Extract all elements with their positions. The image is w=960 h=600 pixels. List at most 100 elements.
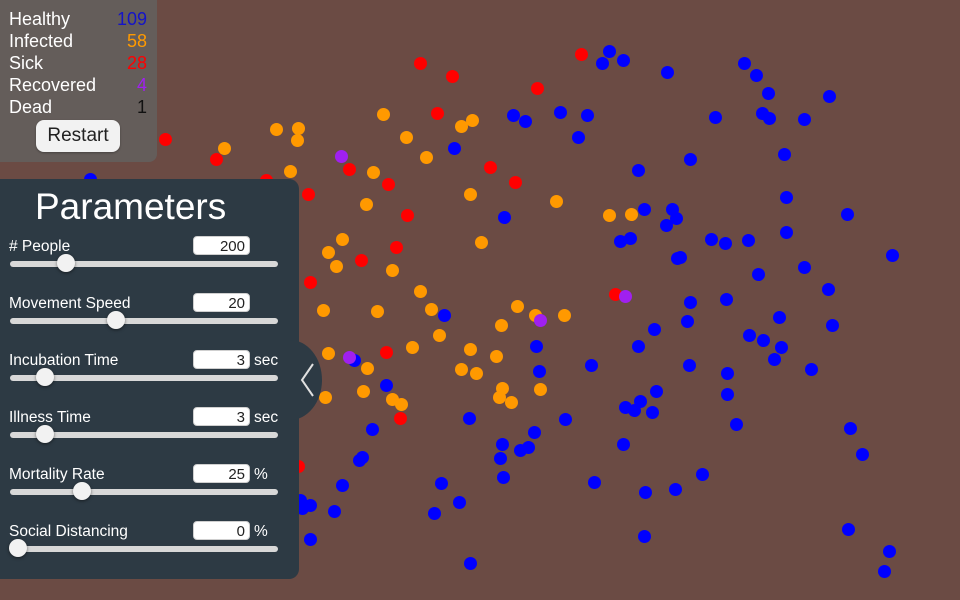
parameters-title: Parameters xyxy=(35,186,227,227)
stat-row-healthy: Healthy 109 xyxy=(9,8,147,30)
illness-time-input[interactable]: 3 xyxy=(193,407,250,426)
sick-person-dot xyxy=(389,240,403,254)
param-unit: % xyxy=(254,466,268,483)
sick-person-dot xyxy=(430,106,444,120)
healthy-person-dot xyxy=(352,453,366,467)
healthy-person-dot xyxy=(497,210,511,224)
param-people: # People 200 xyxy=(0,236,299,294)
people-input[interactable]: 200 xyxy=(193,236,250,255)
stat-value: 1 xyxy=(136,97,147,117)
infected-person-dot xyxy=(424,302,438,316)
social-distancing-input[interactable]: 0 xyxy=(193,521,250,540)
infected-person-dot xyxy=(510,299,524,313)
healthy-person-dot xyxy=(529,339,543,353)
movement-speed-slider-thumb[interactable] xyxy=(106,311,125,329)
healthy-person-dot xyxy=(303,532,317,546)
healthy-person-dot xyxy=(843,421,857,435)
social-distancing-slider-thumb[interactable] xyxy=(9,539,28,557)
param-mortality-rate: Mortality Rate 25 % xyxy=(0,464,299,522)
infected-person-dot xyxy=(463,342,477,356)
healthy-person-dot xyxy=(683,295,697,309)
mortality-rate-slider-thumb[interactable] xyxy=(73,482,92,500)
infected-person-dot xyxy=(469,366,483,380)
mortality-rate-input[interactable]: 25 xyxy=(193,464,250,483)
infected-person-dot xyxy=(318,390,332,404)
stat-value: 109 xyxy=(116,9,147,29)
healthy-person-dot xyxy=(613,234,627,248)
healthy-person-dot xyxy=(660,65,674,79)
stat-value: 4 xyxy=(136,75,147,95)
movement-speed-input[interactable]: 20 xyxy=(193,293,250,312)
healthy-person-dot xyxy=(437,308,451,322)
infected-person-dot xyxy=(376,107,390,121)
healthy-person-dot xyxy=(682,358,696,372)
stat-label: Recovered xyxy=(9,75,97,95)
chevron-left-icon xyxy=(300,363,314,397)
sick-person-dot xyxy=(574,47,588,61)
sick-person-dot xyxy=(209,152,223,166)
healthy-person-dot xyxy=(447,141,461,155)
stat-value: 28 xyxy=(126,53,147,73)
recovered-person-dot xyxy=(618,289,632,303)
healthy-person-dot xyxy=(616,437,630,451)
healthy-person-dot xyxy=(631,339,645,353)
param-label: Mortality Rate xyxy=(9,466,105,483)
sick-person-dot xyxy=(508,175,522,189)
param-unit: sec xyxy=(254,352,279,369)
sick-person-dot xyxy=(445,69,459,83)
param-illness-time: Illness Time 3 sec xyxy=(0,407,299,465)
infected-person-dot xyxy=(463,187,477,201)
healthy-person-dot xyxy=(777,147,791,161)
healthy-person-dot xyxy=(695,467,709,481)
infected-person-dot xyxy=(557,308,571,322)
healthy-person-dot xyxy=(659,218,673,232)
infected-person-dot xyxy=(454,119,468,133)
sick-person-dot xyxy=(354,253,368,267)
stat-label: Infected xyxy=(9,31,74,51)
healthy-person-dot xyxy=(532,364,546,378)
healthy-person-dot xyxy=(463,556,477,570)
illness-time-slider-track[interactable] xyxy=(10,432,278,438)
incubation-time-slider-track[interactable] xyxy=(10,375,278,381)
stat-label: Dead xyxy=(9,97,53,117)
param-social-distancing: Social Distancing 0 % xyxy=(0,521,299,579)
healthy-person-dot xyxy=(518,114,532,128)
infected-person-dot xyxy=(504,395,518,409)
healthy-person-dot xyxy=(427,506,441,520)
infected-person-dot xyxy=(494,318,508,332)
healthy-person-dot xyxy=(303,498,317,512)
infected-person-dot xyxy=(454,362,468,376)
sick-person-dot xyxy=(413,56,427,70)
movement-speed-slider-track[interactable] xyxy=(10,318,278,324)
recovered-person-dot xyxy=(342,350,356,364)
healthy-person-dot xyxy=(720,366,734,380)
infected-person-dot xyxy=(413,284,427,298)
healthy-person-dot xyxy=(379,378,393,392)
param-label: Illness Time xyxy=(9,409,91,426)
infected-person-dot xyxy=(602,208,616,222)
sick-person-dot xyxy=(483,160,497,174)
people-slider-thumb[interactable] xyxy=(57,254,76,272)
healthy-person-dot xyxy=(496,470,510,484)
healthy-person-dot xyxy=(761,86,775,100)
infected-person-dot xyxy=(290,133,304,147)
sick-person-dot xyxy=(342,162,356,176)
social-distancing-slider-track[interactable] xyxy=(10,546,278,552)
stat-row-sick: Sick 28 xyxy=(9,52,147,74)
stat-row-recovered: Recovered 4 xyxy=(9,74,147,96)
incubation-time-slider-thumb[interactable] xyxy=(35,368,54,386)
illness-time-slider-thumb[interactable] xyxy=(35,425,54,443)
incubation-time-input[interactable]: 3 xyxy=(193,350,250,369)
mortality-rate-slider-track[interactable] xyxy=(10,489,278,495)
recovered-person-dot xyxy=(334,149,348,163)
stat-row-dead: Dead 1 xyxy=(9,96,147,118)
sick-person-dot xyxy=(608,287,622,301)
restart-button[interactable]: Restart xyxy=(36,120,120,152)
infected-person-dot xyxy=(489,349,503,363)
infected-person-dot xyxy=(359,197,373,211)
stats-panel: Healthy 109 Infected 58 Sick 28 Recovere… xyxy=(0,0,157,162)
healthy-person-dot xyxy=(580,108,594,122)
healthy-person-dot xyxy=(513,443,527,457)
people-slider-track[interactable] xyxy=(10,261,278,267)
